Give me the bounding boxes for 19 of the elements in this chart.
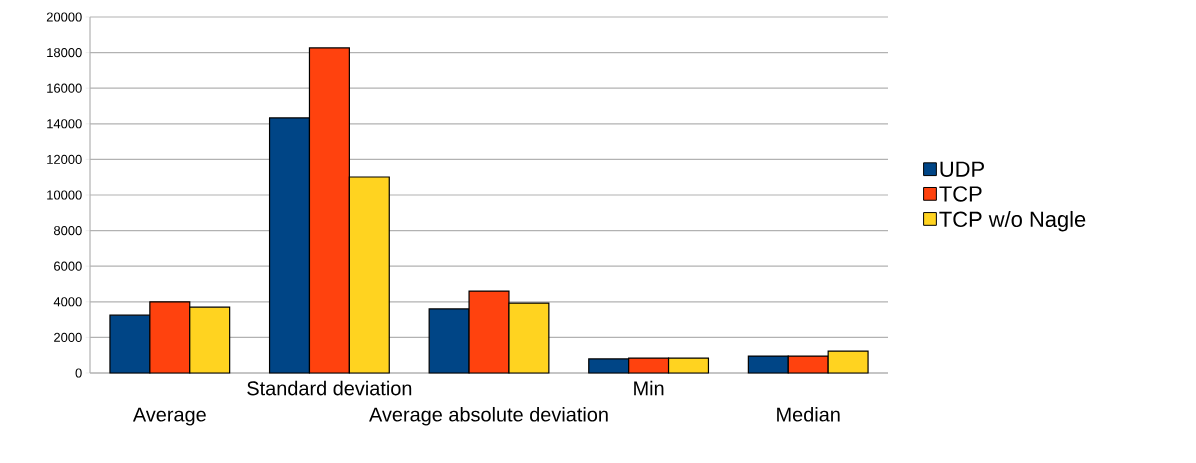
x-tick-label: Standard deviation <box>247 380 412 396</box>
y-tick-label: 6000 <box>54 261 82 271</box>
y-tick-label: 0 <box>75 368 82 378</box>
y-tick-label: 8000 <box>53 226 82 236</box>
y-tick-label: 14000 <box>47 119 82 129</box>
y-tick-label: 2000 <box>54 332 82 342</box>
x-tick-label: Min <box>634 380 664 396</box>
x-tick-label: Average <box>132 407 206 426</box>
y-tick-label: 16000 <box>47 83 82 93</box>
y-tick-label: 18000 <box>47 48 82 58</box>
y-tick-label: 4000 <box>53 297 82 307</box>
legend-label: UDP <box>940 161 984 177</box>
x-tick-label: Median <box>777 406 840 422</box>
y-tick-label: 20000 <box>46 12 82 22</box>
legend-label: TCP w/o Nagle <box>939 210 1086 232</box>
y-tick-label: 10000 <box>47 190 82 200</box>
y-tick-label: 12000 <box>47 154 82 164</box>
legend-label: TCP <box>939 186 982 202</box>
x-tick-label: Average absolute deviation <box>369 406 608 426</box>
